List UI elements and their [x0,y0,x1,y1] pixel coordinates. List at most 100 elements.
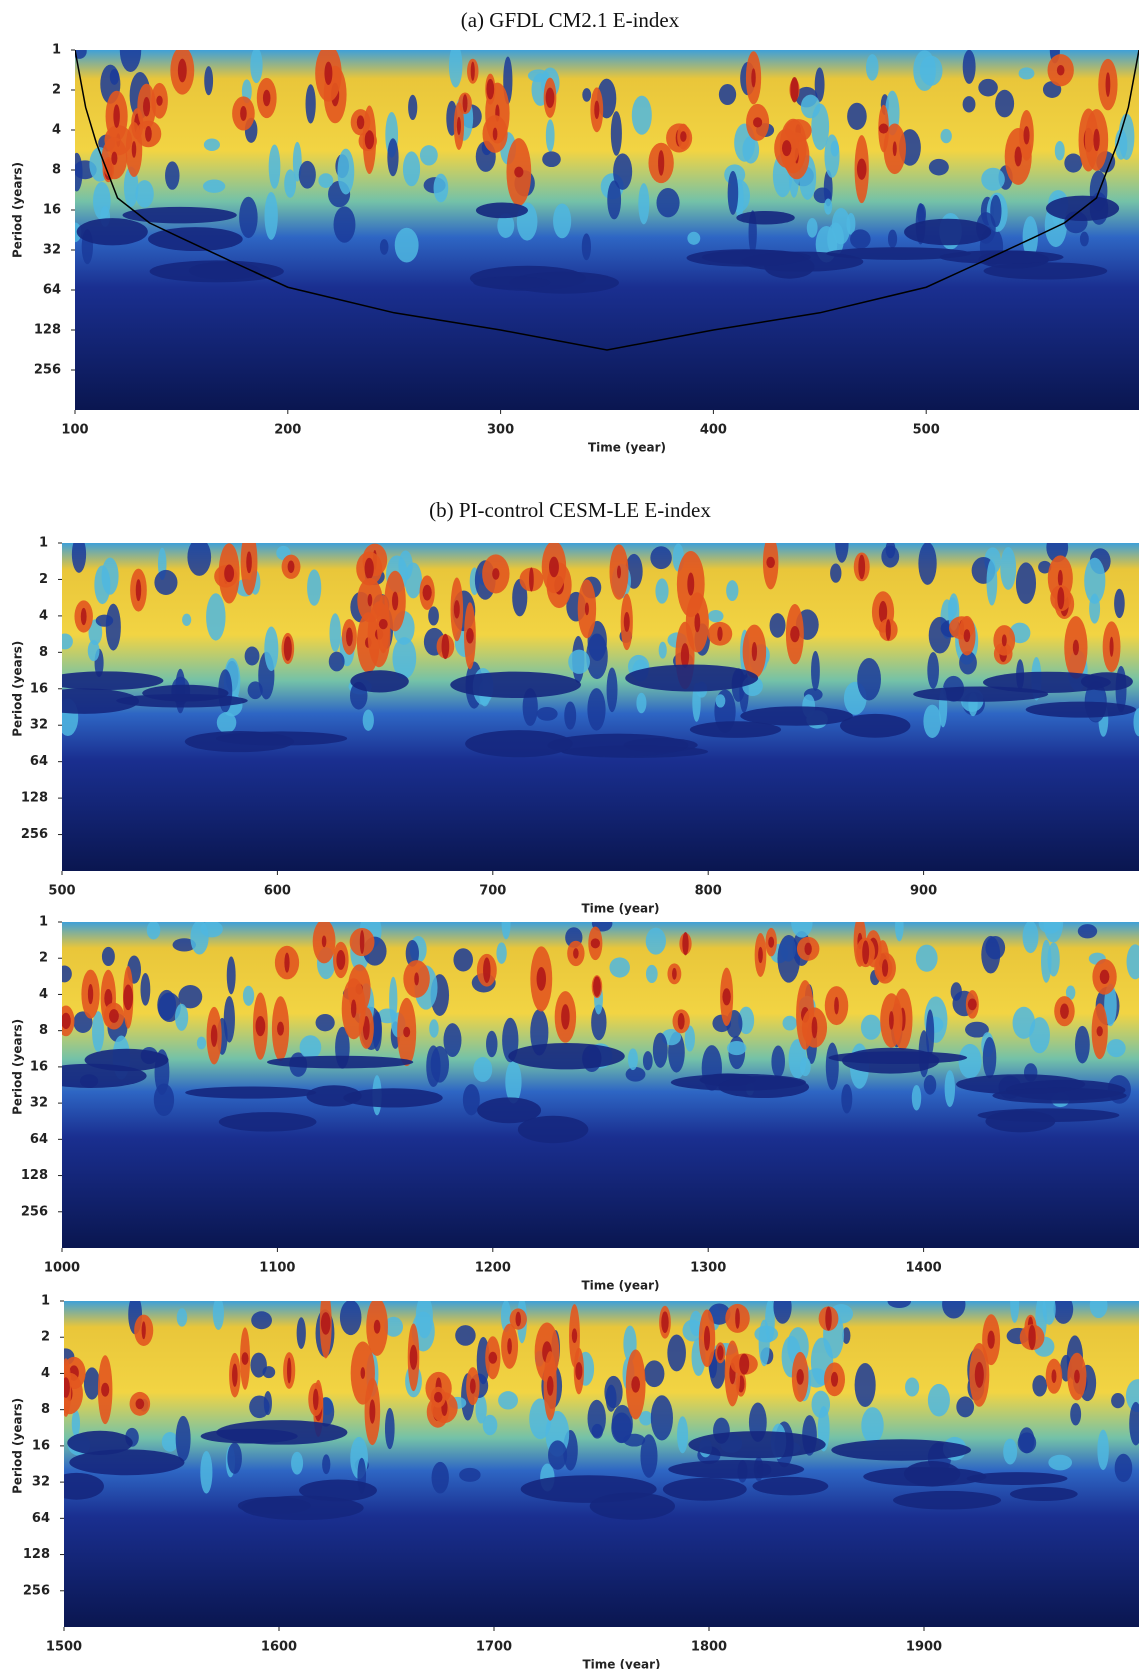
spectrum-texture [123,984,133,1011]
spectrum-texture [758,1319,770,1367]
spectrum-texture [667,1334,686,1372]
spectrum-texture [64,1377,70,1398]
spectrum-texture [111,151,118,165]
spectrum-texture [515,1311,522,1327]
spectrum-texture [686,249,804,267]
spectrum-texture [806,217,818,238]
spectrum-texture [1025,701,1137,718]
spectrum-texture [530,1009,549,1056]
spectrum-texture [448,50,463,88]
x-tick-label: 600 [264,884,291,899]
spectrum-texture [1001,634,1007,647]
spectrum-texture [581,233,591,261]
spectrum-texture [1018,67,1035,80]
y-tick-label: 128 [34,323,61,338]
spectrum-texture [841,1047,940,1074]
spectrum-texture [773,1301,792,1324]
spectrum-texture [88,619,103,646]
spectrum-texture [255,1016,266,1037]
spectrum-texture [661,1311,669,1334]
y-tick-label: 4 [41,1366,50,1381]
spectrum-texture [456,116,461,136]
spectrum-texture [318,173,334,188]
spectrum-texture [610,111,622,156]
spectrum-texture [758,946,763,964]
spectrum-texture [613,153,633,190]
spectrum-texture [895,922,904,942]
spectrum-texture [831,207,851,245]
spectrum-texture [800,94,821,119]
x-tick-label: 500 [913,423,940,438]
spectrum-texture [71,543,87,573]
spectrum-texture [966,1472,1068,1486]
spectrum-texture [865,54,879,81]
spectrum-texture [753,117,763,128]
spectrum-texture [842,1327,851,1344]
y-tick-label: 128 [21,791,48,806]
spectrum-texture [434,1391,443,1403]
cone-of-influence [75,50,1139,351]
x-tick-label: 1000 [44,1261,80,1276]
spectrum-texture [858,554,866,580]
spectrum-texture [212,1301,225,1330]
spectrum-texture [87,639,100,662]
spectrum-texture [582,88,592,102]
spectrum-texture [717,1345,724,1361]
spectrum-texture [650,546,672,570]
spectrum-texture [336,949,346,970]
spectrum-texture [373,1319,381,1334]
spectrum-texture [684,1025,695,1052]
spectrum-texture [861,1407,884,1444]
spectrum-texture [174,1003,189,1031]
spectrum-texture [122,206,237,224]
x-tick-label: 900 [910,884,937,899]
spectrum-texture [426,1045,441,1088]
spectrum-texture [247,681,263,700]
spectrum-texture [645,927,666,955]
x-tick-label: 1800 [691,1640,727,1655]
spectrum-texture [527,69,550,83]
spectrum-texture [1009,1487,1078,1502]
spectrum-texture [1129,1401,1139,1446]
x-axis-label: Time (year) [582,1658,660,1669]
spectrum-texture [918,543,937,585]
spectrum-texture [62,1012,71,1030]
x-tick-label: 800 [695,884,722,899]
spectrum-texture [264,191,278,240]
spectrum-texture [856,158,867,180]
spectrum-texture [71,1409,81,1437]
spectrum-texture [339,1301,362,1336]
y-tick-label: 2 [52,83,61,98]
x-tick-label: 300 [487,423,514,438]
spectrum-texture [216,731,348,746]
spectrum-texture [631,95,652,135]
spectrum-texture [911,1084,922,1111]
spectrum-texture [69,1449,185,1476]
spectrum-texture [726,1040,747,1056]
x-axis-label: Time (year) [581,902,659,916]
spectrum-texture [656,188,680,218]
spectrum-texture [627,1048,638,1071]
spectrum-texture [677,1013,685,1030]
spectrum-texture [718,84,737,106]
spectrum-texture [101,1382,110,1397]
spectrum-texture [594,100,600,120]
spectrum-texture [752,1476,829,1496]
spectrum-texture [835,543,849,563]
spectrum-texture [324,61,333,85]
spectrum-texture [840,713,911,738]
y-tick-label: 8 [39,645,48,660]
spectrum-texture [571,1328,578,1343]
spectrum-texture [473,276,551,290]
spectrum-texture [218,1112,317,1132]
spectrum-texture [606,667,618,713]
spectrum-texture [536,966,547,991]
spectrum-texture [67,1430,133,1455]
spectrum-texture [1075,1025,1090,1064]
spectrum-texture [95,614,114,627]
spectrum-texture [735,1307,740,1329]
spectrum-texture [623,611,630,632]
spectrum-texture [333,206,356,243]
spectrum-texture [291,1451,304,1475]
